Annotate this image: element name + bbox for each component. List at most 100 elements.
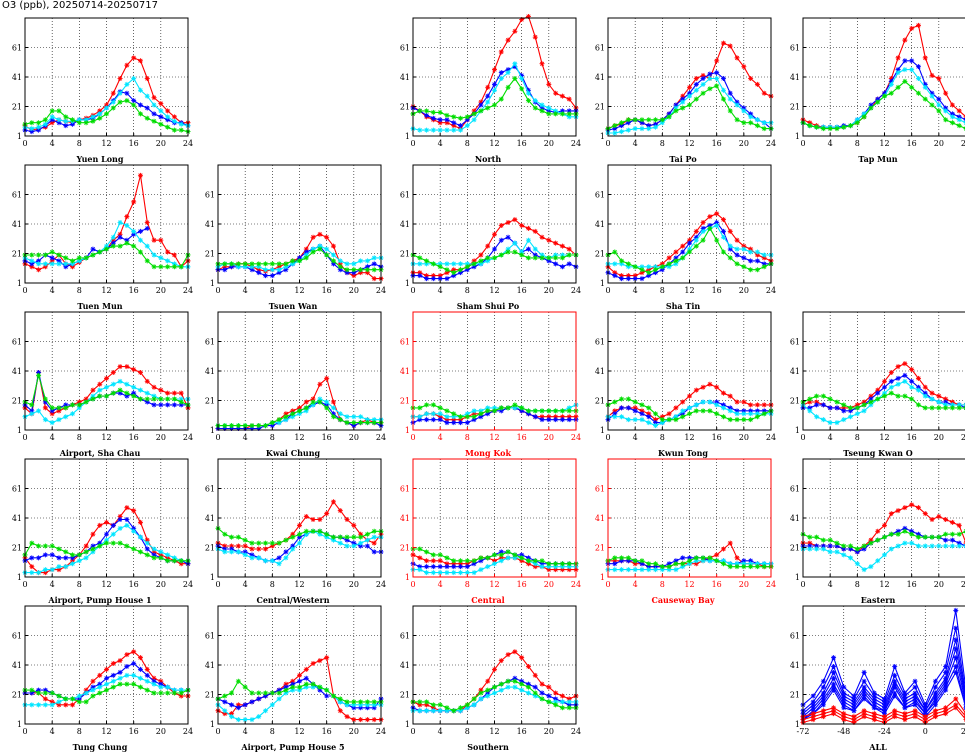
data-point <box>310 681 316 687</box>
data-point <box>932 714 938 720</box>
data-point <box>875 387 881 393</box>
data-point <box>932 696 938 702</box>
data-point <box>110 390 116 396</box>
data-point <box>612 555 618 561</box>
data-point <box>144 243 150 249</box>
data-point <box>344 261 350 267</box>
data-point <box>178 390 184 396</box>
data-point <box>283 690 289 696</box>
data-point <box>646 264 652 270</box>
data-point <box>546 561 552 567</box>
data-point <box>29 252 35 258</box>
data-point <box>827 126 833 132</box>
data-point <box>912 690 918 696</box>
data-point <box>371 705 377 711</box>
data-point <box>297 687 302 693</box>
data-point <box>734 564 740 570</box>
data-point <box>868 102 874 108</box>
data-point <box>63 114 69 120</box>
data-point <box>110 99 116 105</box>
data-point <box>242 543 248 549</box>
data-point <box>178 121 184 127</box>
y-tick-label: 61 <box>595 338 605 347</box>
data-point <box>882 522 887 528</box>
data-point <box>659 261 665 267</box>
x-tick-label: 20 <box>934 580 944 589</box>
data-point <box>848 546 854 552</box>
data-point <box>625 567 631 573</box>
data-point <box>882 702 887 708</box>
data-point <box>956 117 962 123</box>
data-point <box>714 211 720 217</box>
data-point <box>36 702 42 708</box>
data-point <box>137 655 143 661</box>
data-point <box>151 552 157 558</box>
data-point <box>949 114 955 120</box>
data-point <box>337 696 343 702</box>
x-tick-label: 12 <box>101 286 111 295</box>
data-point <box>888 531 894 537</box>
data-point <box>49 408 55 414</box>
data-point <box>124 98 130 104</box>
data-point <box>932 708 938 714</box>
data-point <box>137 111 143 117</box>
chart-title: Tai Po <box>669 154 697 164</box>
data-point <box>36 690 42 696</box>
data-point <box>485 405 491 411</box>
data-point <box>417 255 423 261</box>
data-point <box>276 417 282 423</box>
data-point <box>820 546 826 552</box>
data-point <box>303 681 309 687</box>
data-point <box>269 261 275 267</box>
y-tick-label: 1 <box>17 279 22 288</box>
data-point <box>936 75 942 81</box>
data-point <box>117 90 123 96</box>
data-point <box>761 411 767 417</box>
data-point <box>151 678 157 684</box>
x-tick-label: 0 <box>22 433 27 442</box>
data-point <box>566 702 572 708</box>
data-point <box>875 396 881 402</box>
data-point <box>144 93 150 99</box>
data-point <box>144 552 150 558</box>
data-point <box>741 264 747 270</box>
data-point <box>29 120 35 126</box>
series-line <box>803 542 965 571</box>
data-point <box>344 699 350 705</box>
data-point <box>888 378 894 384</box>
chart-panel: 0 4 8 12 16 20 24 1 21 41 61 Kwai Chung <box>198 310 388 458</box>
data-point <box>351 261 357 267</box>
data-point <box>165 258 171 264</box>
data-point <box>29 411 35 417</box>
data-point <box>546 564 552 570</box>
data-point <box>63 255 69 261</box>
data-point <box>131 528 137 534</box>
data-point <box>734 411 740 417</box>
data-point <box>90 543 96 549</box>
data-point <box>861 696 867 702</box>
data-point <box>612 273 618 279</box>
data-point <box>653 420 659 426</box>
data-point <box>90 114 96 120</box>
data-point <box>117 525 123 531</box>
data-point <box>519 16 525 22</box>
data-point <box>895 55 901 61</box>
data-point <box>124 505 130 511</box>
data-point <box>137 228 143 234</box>
y-tick-label: 41 <box>595 220 605 229</box>
data-point <box>131 681 137 687</box>
y-tick-label: 61 <box>790 338 800 347</box>
data-point <box>437 273 443 279</box>
y-tick-label: 21 <box>205 544 215 553</box>
data-point <box>303 249 309 255</box>
data-point <box>553 261 559 267</box>
data-point <box>673 417 679 423</box>
data-point <box>539 408 545 414</box>
data-point <box>734 417 740 423</box>
data-point <box>673 558 679 564</box>
data-point <box>546 408 552 414</box>
data-point <box>519 687 525 693</box>
data-point <box>344 534 350 540</box>
data-point <box>222 543 228 549</box>
